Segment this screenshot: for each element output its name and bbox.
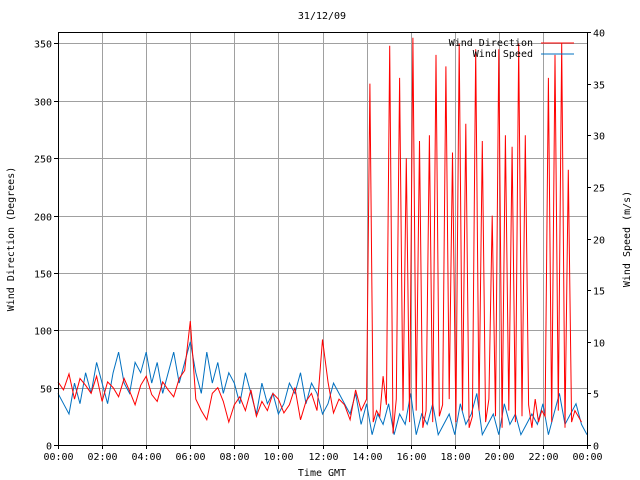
x-tick-label: 14:00 <box>352 452 382 463</box>
right-tick-label: 5 <box>593 390 599 401</box>
left-tick-label: 50 <box>40 385 52 396</box>
x-tick-label: 12:00 <box>308 452 338 463</box>
x-tick-label: 10:00 <box>263 452 293 463</box>
x-tick-label: 22:00 <box>528 452 558 463</box>
left-axis-ticks: 0 50 100 150 200 250 300 350 <box>34 40 58 453</box>
left-tick-label: 100 <box>34 327 52 338</box>
series-layer <box>57 37 588 437</box>
right-tick-label: 10 <box>593 339 605 350</box>
right-tick-label: 0 <box>593 442 599 453</box>
right-axis-label: Wind Speed (m/s) <box>622 191 633 287</box>
series-line-wind-speed <box>57 341 588 437</box>
x-tick-label: 00:00 <box>43 452 73 463</box>
left-tick-label: 300 <box>34 98 52 109</box>
x-tick-label: 04:00 <box>131 452 161 463</box>
x-tick-label: 02:00 <box>87 452 117 463</box>
grid-lines <box>58 32 587 445</box>
right-tick-label: 20 <box>593 236 605 247</box>
left-tick-label: 200 <box>34 213 52 224</box>
legend-label-wind-direction: Wind Direction <box>449 38 533 49</box>
right-tick-label: 15 <box>593 287 605 298</box>
x-axis-label: Time GMT <box>298 468 346 479</box>
chart-title: 31/12/09 <box>298 11 346 22</box>
right-axis-ticks: 0 5 10 15 20 25 30 35 40 <box>587 29 605 453</box>
right-tick-label: 25 <box>593 184 605 195</box>
x-axis-ticks: 00:00 02:00 04:00 06:00 08:00 10:00 12:00 14:00… <box>43 445 603 463</box>
x-tick-label: 18:00 <box>440 452 470 463</box>
left-tick-label: 150 <box>34 270 52 281</box>
x-tick-label: 16:00 <box>396 452 426 463</box>
legend-label-wind-speed: Wind Speed <box>473 49 533 60</box>
right-tick-label: 30 <box>593 132 605 143</box>
left-tick-label: 350 <box>34 40 52 51</box>
right-tick-label: 35 <box>593 81 605 92</box>
left-tick-label: 0 <box>46 442 52 453</box>
right-tick-label: 40 <box>593 29 605 40</box>
series-line-wind-direction <box>57 37 582 434</box>
x-tick-label: 08:00 <box>219 452 249 463</box>
x-tick-label: 20:00 <box>484 452 514 463</box>
x-tick-label: 00:00 <box>572 452 602 463</box>
left-tick-label: 250 <box>34 155 52 166</box>
left-axis-label: Wind Direction (Degrees) <box>6 167 17 312</box>
x-tick-label: 06:00 <box>175 452 205 463</box>
